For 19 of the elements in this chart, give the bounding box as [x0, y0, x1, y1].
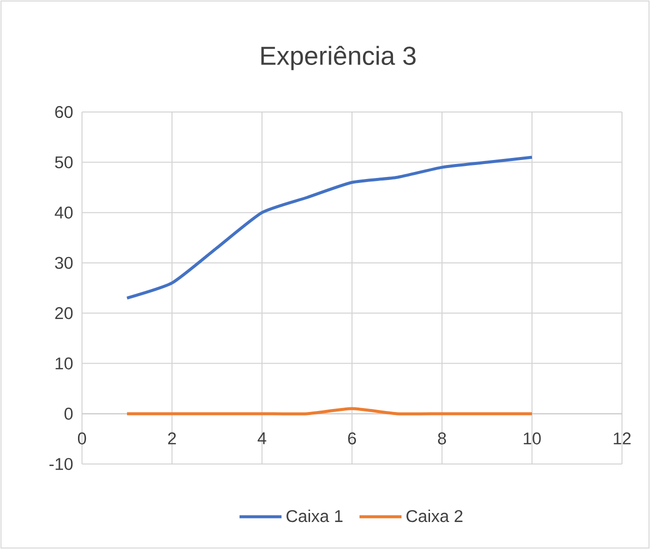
line-series [126, 156, 534, 300]
y-tick-label: 40 [54, 206, 73, 219]
x-tick-label: 10 [524, 432, 541, 444]
x-tick-label: 4 [258, 432, 266, 444]
x-tick-label: 0 [78, 432, 86, 444]
y-tick-label: 30 [55, 256, 73, 269]
y-tick-label: 10 [56, 357, 73, 370]
x-tick-label: 12 [614, 432, 631, 444]
legend-label: Caixa 1 [286, 510, 342, 522]
y-tick-label: -10 [49, 458, 73, 470]
x-tick-label: 8 [438, 432, 446, 444]
y-tick-label: 50 [55, 156, 73, 168]
y-tick-label: 0 [64, 408, 73, 420]
legend-label: Caixa 2 [406, 510, 462, 522]
chart-title: Experiência 3 [261, 46, 416, 70]
y-tick-label: 20 [55, 307, 73, 320]
x-tick-label: 2 [168, 432, 176, 444]
x-tick-label: 6 [348, 432, 356, 444]
y-tick-label: 60 [55, 106, 73, 118]
